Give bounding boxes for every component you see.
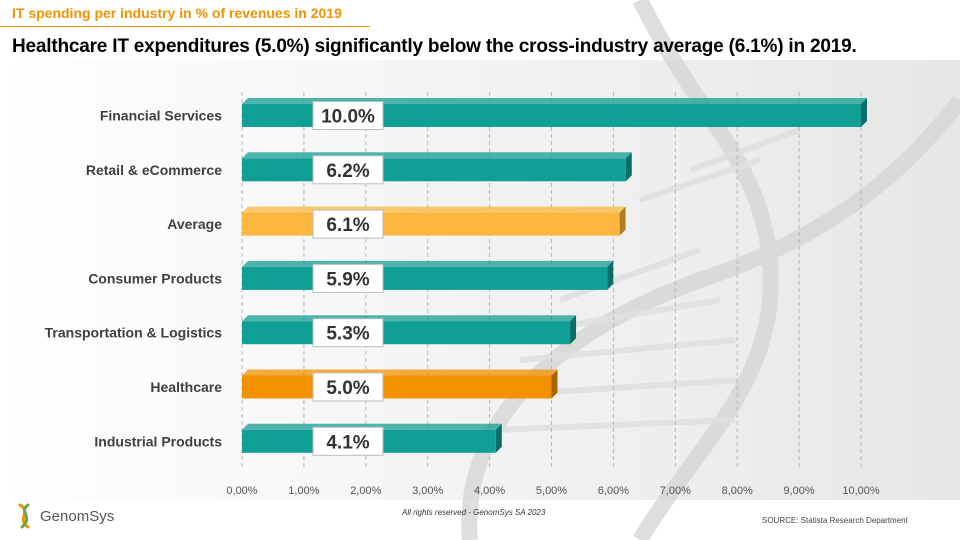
x-tick-label: 9,00% xyxy=(783,485,814,497)
data-label-box xyxy=(312,263,384,293)
bar-front-face xyxy=(242,375,552,399)
bar-front-face xyxy=(242,104,861,127)
data-label: 5.0% xyxy=(326,378,369,399)
data-label: 10.0% xyxy=(321,107,375,128)
chart-category-labels: Financial Services Retail & eCommerce Aver… xyxy=(45,108,223,450)
data-label-box xyxy=(312,101,384,130)
data-label: 6.1% xyxy=(326,215,369,236)
chart-x-axis-ticks: 0,00% 1,00% 2,00% 3,00% 4,00% 5,00% 6,00% 7,00%… xyxy=(226,485,879,497)
bar-front-face xyxy=(242,266,608,290)
category-label: Transportation & Logistics xyxy=(45,325,223,341)
bar-financial-services: 10.0% xyxy=(242,98,867,130)
chart-bars: 10.0% 6.2% 6.1% 5.9% 5.3% 5.0% 4.1% xyxy=(242,98,867,456)
x-tick-label: 2,00% xyxy=(350,485,381,497)
page-headline: Healthcare IT expenditures (5.0%) signif… xyxy=(12,36,857,57)
bar-top-face xyxy=(242,152,632,159)
footer-source: SOURCE: Statista Research Department xyxy=(762,516,908,525)
bar-front-face xyxy=(242,321,571,345)
category-label: Healthcare xyxy=(150,379,222,395)
bar-side-face xyxy=(570,315,577,345)
x-tick-label: 6,00% xyxy=(598,485,629,497)
x-tick-label: 4,00% xyxy=(474,485,505,497)
logo-text: GenomSys xyxy=(40,507,115,525)
bar-top-face xyxy=(242,98,867,104)
footer-rights: All rights reserved - GenomSys SA 2023 xyxy=(402,508,546,517)
data-label: 6.2% xyxy=(326,161,369,182)
data-label: 4.1% xyxy=(326,432,369,453)
x-tick-label: 1,00% xyxy=(288,485,319,497)
bar-front-face xyxy=(242,158,626,182)
bar-side-face xyxy=(625,152,632,182)
bar-side-face xyxy=(495,423,502,453)
category-label: Industrial Products xyxy=(94,433,222,449)
bar-top-face xyxy=(242,260,614,267)
bar-top-face xyxy=(242,315,577,322)
bar-side-face xyxy=(607,260,614,290)
x-tick-label: 8,00% xyxy=(722,485,753,497)
data-label-box xyxy=(312,155,384,185)
data-label-box xyxy=(312,426,384,456)
bar-side-face xyxy=(861,98,867,127)
bar-top-face xyxy=(242,206,626,213)
x-tick-label: 0,00% xyxy=(226,485,257,497)
data-label-box xyxy=(312,372,384,402)
header-tag: IT spending per industry in % of revenue… xyxy=(12,5,342,21)
genomsys-logo-icon xyxy=(18,503,30,529)
genomsys-logo: GenomSys xyxy=(14,503,114,529)
data-label: 5.9% xyxy=(326,269,369,290)
bar-side-face xyxy=(619,206,626,236)
bar-consumer-products: 5.9% xyxy=(242,260,614,293)
bar-transportation-logistics: 5.3% xyxy=(242,315,577,348)
bar-retail-ecommerce: 6.2% xyxy=(242,152,632,185)
data-label: 5.3% xyxy=(326,324,369,345)
x-tick-label: 3,00% xyxy=(412,485,443,497)
bar-industrial-products: 4.1% xyxy=(242,423,502,456)
category-label: Consumer Products xyxy=(88,270,222,286)
header-divider xyxy=(0,26,370,27)
category-label: Average xyxy=(167,216,222,232)
bar-front-face xyxy=(242,212,620,236)
bar-average: 6.1% xyxy=(242,206,626,239)
category-label: Financial Services xyxy=(100,108,222,124)
x-tick-label: 5,00% xyxy=(536,485,567,497)
data-label-box xyxy=(312,318,384,348)
x-tick-label: 10,00% xyxy=(842,485,880,497)
bar-side-face xyxy=(551,369,558,399)
bar-healthcare: 5.0% xyxy=(242,369,558,402)
category-label: Retail & eCommerce xyxy=(86,162,222,178)
bar-top-face xyxy=(242,369,558,376)
data-label-box xyxy=(312,209,384,239)
x-tick-label: 7,00% xyxy=(660,485,691,497)
